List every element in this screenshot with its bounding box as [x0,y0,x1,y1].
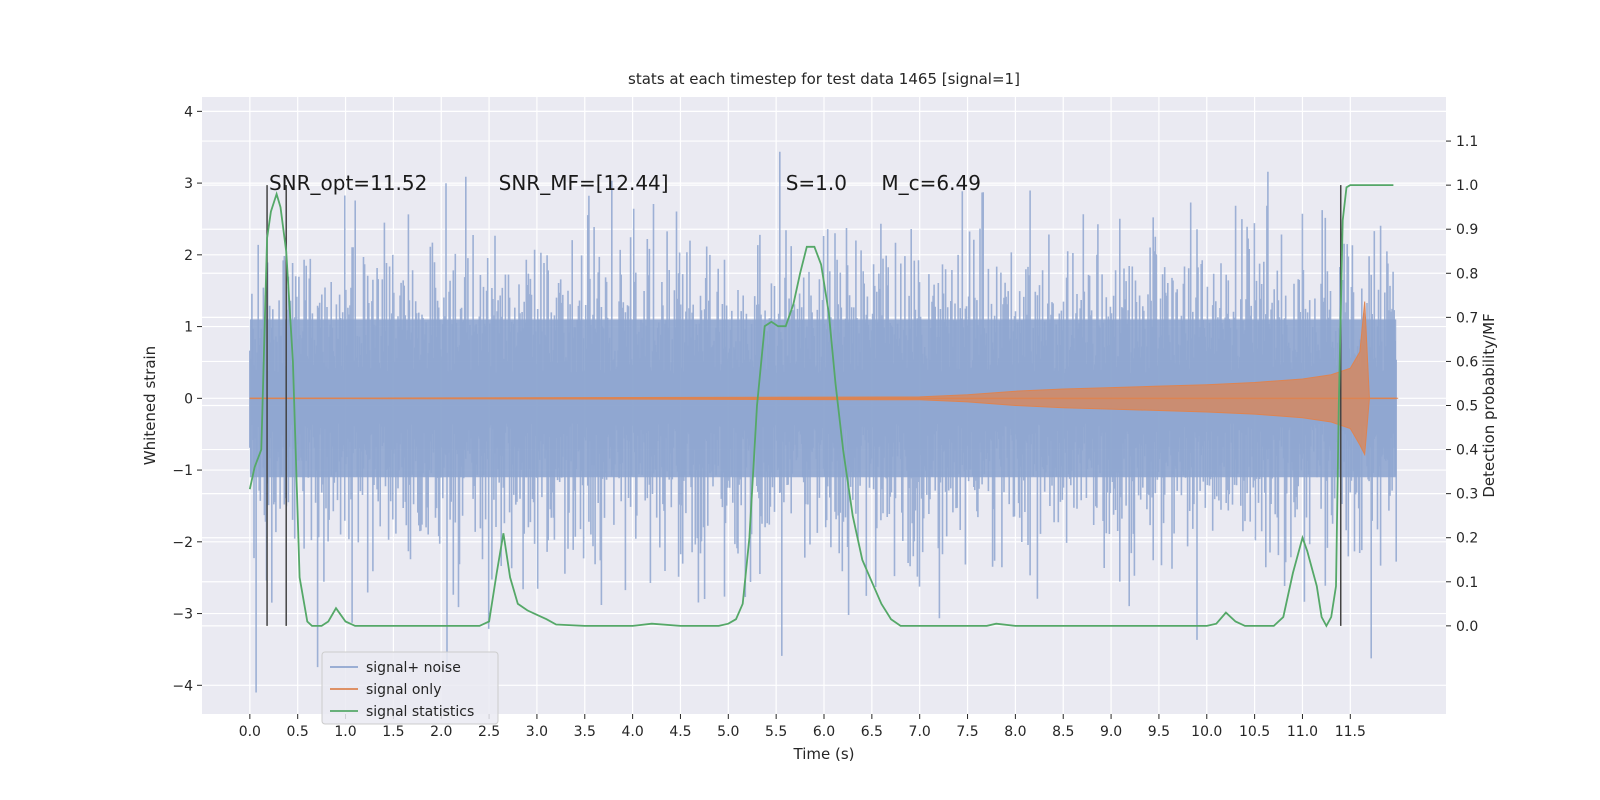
x-tick-label: 9.5 [1148,724,1170,740]
y2-tick-label: 0.7 [1456,310,1478,326]
y-tick-label: −2 [172,535,193,551]
x-axis-label: Time (s) [793,745,855,763]
x-tick-label: 10.5 [1239,724,1270,740]
annotations: SNR_opt=11.52 SNR_MF=[12.44] S=1.0 M_c=6.49 [269,171,981,195]
chart-title: stats at each timestep for test data 146… [628,70,1020,88]
x-tick-label: 7.5 [956,724,978,740]
x-tick-label: 10.0 [1191,724,1222,740]
x-tick-label: 1.0 [334,724,356,740]
y2-tick-label: 1.1 [1456,134,1478,150]
annotation: S=1.0 [786,171,847,195]
y2-tick-label: 0.8 [1456,266,1478,282]
axes: 0.0 0.5 1.0 1.5 2.0 2.5 3.0 3.5 4.0 4.5 5.0 5.5 6.0 6… [172,104,1478,740]
x-tick-label: 2.0 [430,724,452,740]
y-tick-label: 1 [184,320,193,336]
y-tick-label: −4 [172,678,193,694]
y-tick-label: 0 [184,391,193,407]
y2-axis-label: Detection probability/MF [1480,313,1498,497]
y2-tick-label: 0.1 [1456,575,1478,591]
x-tick-label: 11.0 [1287,724,1318,740]
legend-box [321,651,499,725]
x-tick-label: 4.5 [669,724,691,740]
legend: signal+ noise signal only signal statistic… [321,651,499,725]
x-tick-label: 7.0 [909,724,931,740]
x-tick-label: 2.5 [478,724,500,740]
y2-tick-label: 0.2 [1456,531,1478,547]
legend-label: signal statistics [366,704,474,720]
signal-envelope [249,301,1399,457]
signal-series [249,301,1399,457]
x-tick-label: 8.5 [1052,724,1074,740]
x-tick-label: 0.5 [287,724,309,740]
y-axis-label: Whitened strain [141,346,159,465]
x-tick-label: 6.5 [861,724,883,740]
y2-tick-label: 0.0 [1456,619,1478,635]
stats-series [248,184,1394,628]
legend-label: signal only [366,682,441,698]
x-tick-label: 8.0 [1004,724,1026,740]
y2-tick-label: 1.0 [1456,178,1478,194]
annotation: SNR_MF=[12.44] [499,171,669,195]
annotation: M_c=6.49 [881,171,981,195]
y-tick-label: 3 [184,176,193,192]
annotation: SNR_opt=11.52 [269,171,427,195]
x-tick-label: 9.0 [1100,724,1122,740]
y2-tick-label: 0.9 [1456,222,1478,238]
y2-tick-label: 0.6 [1456,354,1478,370]
y2-tick-label: 0.5 [1456,399,1478,415]
x-tick-label: 1.5 [382,724,404,740]
y2-tick-label: 0.4 [1456,443,1478,459]
x-tick-label: 4.0 [621,724,643,740]
y-tick-label: 4 [184,104,193,120]
legend-label: signal+ noise [366,660,461,676]
x-tick-label: 11.5 [1335,724,1366,740]
x-tick-label: 3.0 [526,724,548,740]
x-tick-label: 0.0 [239,724,261,740]
x-tick-label: 5.5 [765,724,787,740]
x-tick-label: 5.0 [717,724,739,740]
y-tick-label: −1 [172,463,193,479]
y2-tick-label: 0.3 [1456,487,1478,503]
y-tick-label: 2 [184,248,193,264]
stats-line [248,184,1394,628]
x-tick-label: 3.5 [574,724,596,740]
x-tick-label: 6.0 [813,724,835,740]
y-tick-label: −3 [172,607,193,623]
